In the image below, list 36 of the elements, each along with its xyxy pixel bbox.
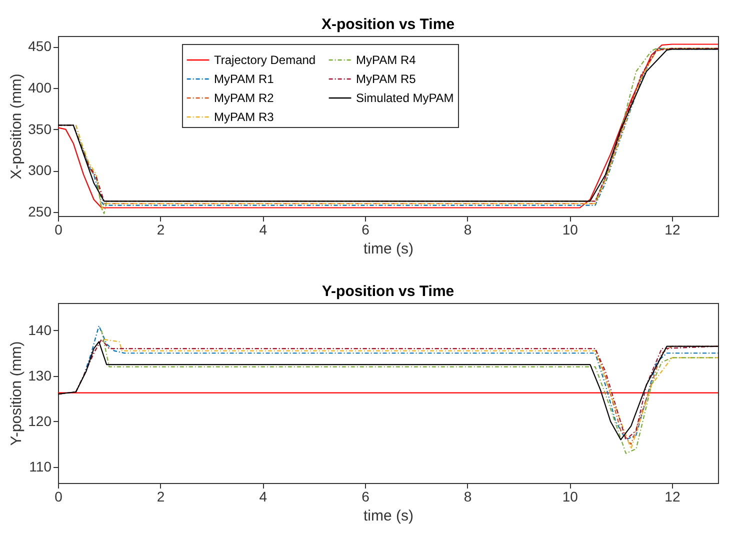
x-tick-label: 2 (156, 488, 165, 504)
x-tick-label: 2 (156, 222, 165, 238)
chart-title: X-position vs Time (321, 16, 455, 33)
y-tick-label: 250 (28, 203, 52, 220)
x-tick-label: 12 (664, 222, 680, 238)
y-tick-label: 110 (29, 458, 52, 475)
y-tick-label: 300 (28, 162, 52, 178)
y-tick-label: 400 (28, 80, 52, 96)
x-axis-title: time (s) (364, 508, 414, 524)
legend-label: Trajectory Demand (214, 53, 316, 67)
y-tick-label: 130 (28, 367, 52, 384)
y-tick-label: 450 (28, 38, 52, 54)
legend-label: MyPAM R2 (214, 91, 274, 105)
y-axis-title: X-position (mm) (8, 74, 26, 180)
x-tick-label: 6 (362, 222, 370, 238)
legend-label: Simulated MyPAM (356, 91, 454, 105)
x-axis-title: time (s) (364, 240, 414, 258)
x-tick-label: 10 (562, 222, 578, 238)
legend-label: MyPAM R5 (356, 72, 416, 86)
y-tick-label: 350 (28, 120, 52, 137)
y-tick-label: 140 (28, 322, 52, 338)
legend-label: MyPAM R3 (214, 110, 274, 124)
x-tick-label: 12 (664, 488, 680, 504)
x-tick-label: 8 (464, 488, 472, 504)
y-tick-label: 120 (28, 412, 52, 429)
legend-label: MyPAM R1 (214, 72, 274, 86)
legend-label: MyPAM R4 (356, 53, 416, 67)
x-tick-label: 10 (562, 488, 578, 504)
x-tick-label: 8 (464, 222, 472, 238)
x-tick-label: 4 (259, 222, 268, 238)
x-tick-label: 6 (362, 488, 370, 504)
x-tick-label: 0 (54, 488, 63, 504)
chart-title: Y-position vs Time (322, 283, 454, 300)
y-axis-title: Y-position (mm) (8, 341, 26, 446)
x-tick-label: 4 (259, 488, 268, 504)
x-tick-label: 0 (54, 222, 63, 238)
